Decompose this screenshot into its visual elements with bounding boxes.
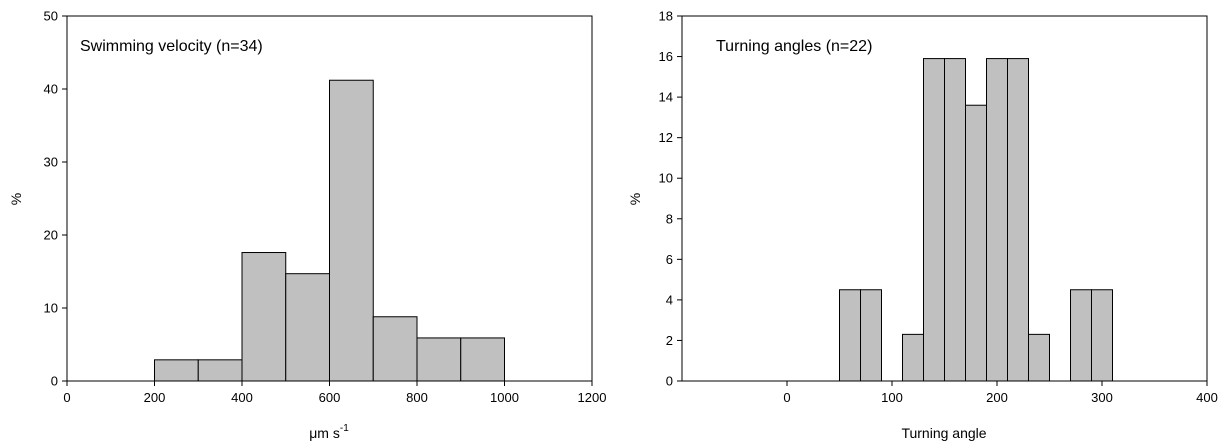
- bars-turning-angles: [839, 58, 1113, 382]
- x-tick-label: 300: [1091, 390, 1113, 405]
- y-tick-label: 30: [44, 155, 58, 170]
- y-tick-label: 14: [659, 90, 673, 105]
- y-tick-label: 10: [44, 301, 58, 316]
- x-tick-label: 1000: [490, 390, 519, 405]
- bar-turning-angles-8: [1028, 333, 1050, 382]
- bar-turning-angles-3: [923, 58, 945, 382]
- bar-turning-angles-5: [965, 104, 987, 382]
- y-tick-label: 40: [44, 82, 58, 97]
- y-tick-label: 10: [659, 171, 673, 186]
- y-tick-label: 0: [51, 374, 58, 389]
- x-axis-label-turning-angles: Turning angle: [901, 425, 986, 441]
- x-tick-label: 100: [881, 390, 903, 405]
- y-ticks-swimming-velocity: 0 10 20 30 40 50: [44, 9, 67, 389]
- chart-turning-angles: 0 100 200 300 400 0 2 4 6 8 10 12 14 16 18 Turning an…: [627, 9, 1218, 442]
- bar-turning-angles-6: [986, 58, 1008, 382]
- bar-swimming-velocity-1: [197, 359, 243, 382]
- bar-turning-angles-2: [902, 333, 924, 382]
- y-tick-label: 12: [659, 130, 673, 145]
- y-tick-label: 2: [666, 333, 673, 348]
- x-tick-label: 400: [231, 390, 253, 405]
- x-tick-label: 0: [783, 390, 790, 405]
- x-ticks-turning-angles: 0 100 200 300 400: [783, 381, 1218, 405]
- x-tick-label: 200: [986, 390, 1008, 405]
- x-axis-label-swimming-velocity: μm s-1: [309, 423, 349, 441]
- y-ticks-turning-angles: 0 2 4 6 8 10 12 14 16 18: [659, 9, 682, 389]
- x-tick-label: 200: [144, 390, 166, 405]
- bar-swimming-velocity-6: [416, 337, 462, 382]
- bar-turning-angles-0: [839, 289, 861, 382]
- bar-turning-angles-9: [1070, 289, 1092, 382]
- plot-frame-turning-angles: [681, 15, 1208, 382]
- y-axis-label-swimming-velocity: %: [8, 193, 24, 205]
- bar-swimming-velocity-0: [154, 359, 199, 382]
- y-tick-label: 8: [666, 211, 673, 226]
- x-tick-label: 400: [1196, 390, 1218, 405]
- bar-swimming-velocity-5: [372, 316, 418, 382]
- bar-turning-angles-1: [860, 289, 882, 382]
- annotation-turning-angles: Turning angles (n=22): [716, 38, 872, 55]
- x-ticks-swimming-velocity: 0 200 400 600 800 1000 1200: [63, 381, 606, 405]
- y-tick-label: 16: [659, 49, 673, 64]
- y-tick-label: 4: [666, 292, 673, 307]
- x-tick-label: 1200: [578, 390, 607, 405]
- x-tick-label: 600: [319, 390, 341, 405]
- bars-swimming-velocity: [154, 79, 505, 382]
- bar-turning-angles-10: [1091, 289, 1113, 382]
- y-tick-label: 50: [44, 9, 58, 24]
- y-tick-label: 20: [44, 228, 58, 243]
- bar-swimming-velocity-7: [460, 337, 505, 382]
- y-tick-label: 6: [666, 252, 673, 267]
- x-tick-label: 800: [406, 390, 428, 405]
- chart-swimming-velocity: 0 200 400 600 800 1000 1200 0 10 20 30 40 50 Swimmi…: [8, 9, 606, 442]
- y-tick-label: 0: [666, 374, 673, 389]
- y-tick-label: 18: [659, 9, 673, 24]
- x-tick-label: 0: [63, 390, 70, 405]
- x-axis-label-unit: μm s: [309, 425, 340, 441]
- x-axis-label-exponent: -1: [340, 423, 349, 434]
- y-axis-label-turning-angles: %: [627, 193, 643, 205]
- bar-swimming-velocity-2: [241, 252, 287, 382]
- bar-turning-angles-7: [1007, 58, 1029, 382]
- annotation-swimming-velocity: Swimming velocity (n=34): [80, 38, 263, 55]
- bar-turning-angles-4: [944, 58, 966, 382]
- bar-swimming-velocity-4: [329, 79, 374, 382]
- bar-swimming-velocity-3: [285, 273, 330, 382]
